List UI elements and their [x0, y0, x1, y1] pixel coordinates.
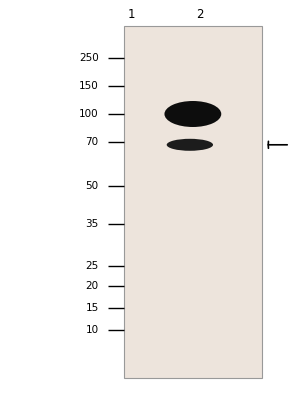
Bar: [124, 26, 262, 378]
Ellipse shape: [167, 139, 213, 151]
Text: 20: 20: [86, 281, 99, 291]
Text: 100: 100: [79, 109, 99, 119]
Text: 1: 1: [128, 8, 135, 20]
Text: 150: 150: [79, 81, 99, 91]
Text: 50: 50: [86, 181, 99, 191]
Ellipse shape: [164, 101, 221, 127]
Text: 250: 250: [79, 53, 99, 63]
Text: 15: 15: [86, 303, 99, 313]
Text: 2: 2: [196, 8, 204, 20]
Text: 10: 10: [86, 325, 99, 335]
Text: 25: 25: [86, 261, 99, 271]
Text: 35: 35: [86, 219, 99, 229]
Text: 70: 70: [86, 137, 99, 147]
